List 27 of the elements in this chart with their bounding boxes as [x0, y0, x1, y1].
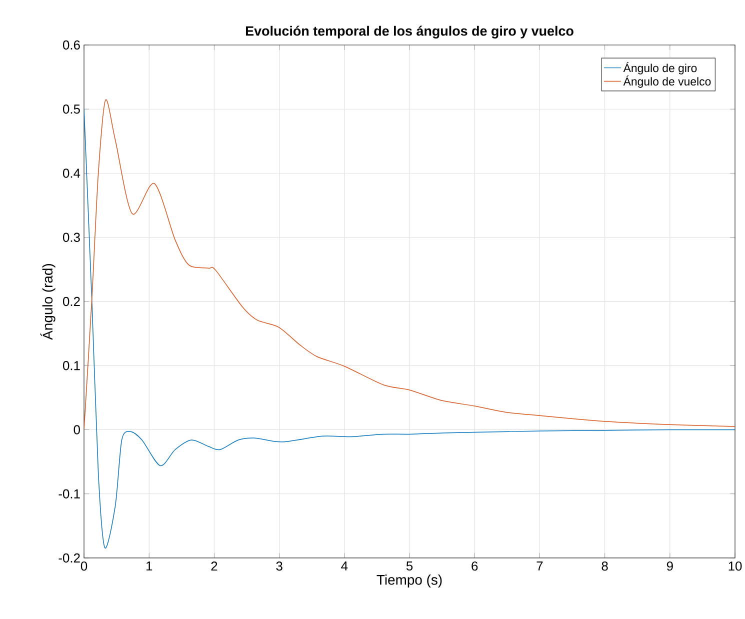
- legend-label: Ángulo de giro: [623, 62, 697, 74]
- y-tick-label: -0.2: [58, 553, 80, 563]
- y-tick-label: 0.5: [62, 104, 80, 114]
- y-tick-label: -0.1: [58, 489, 80, 498]
- x-tick-label: 9: [666, 562, 673, 571]
- y-tick-label: 0.1: [62, 361, 80, 370]
- y-tick-label: 0.2: [62, 296, 80, 306]
- x-axis-title: Tiempo (s): [376, 574, 442, 588]
- x-tick-label: 1: [146, 562, 152, 570]
- x-tick-label: 3: [276, 562, 282, 571]
- x-tick-label: 2: [211, 562, 218, 571]
- y-tick-label: 0.6: [62, 40, 80, 50]
- x-tick-label: 0: [80, 562, 88, 571]
- y-tick-label: 0: [74, 425, 80, 434]
- chart-title: Evolución temporal de los ángulos de giro y vuelco: [246, 26, 574, 38]
- line-series: [84, 100, 736, 430]
- x-tick-label: 5: [406, 562, 413, 571]
- y-tick-label: 0.4: [62, 168, 80, 178]
- line-series: [84, 108, 736, 548]
- x-tick-label: 10: [728, 562, 742, 571]
- y-axis-title: Ángulo (rad): [40, 264, 56, 340]
- x-tick-label: 7: [536, 562, 543, 570]
- legend-label: Ángulo de vuelco: [623, 76, 711, 88]
- x-tick-label: 4: [341, 562, 348, 570]
- y-tick-label: 0.3: [62, 232, 80, 242]
- x-tick-label: 6: [472, 562, 478, 571]
- x-tick-label: 8: [602, 562, 608, 571]
